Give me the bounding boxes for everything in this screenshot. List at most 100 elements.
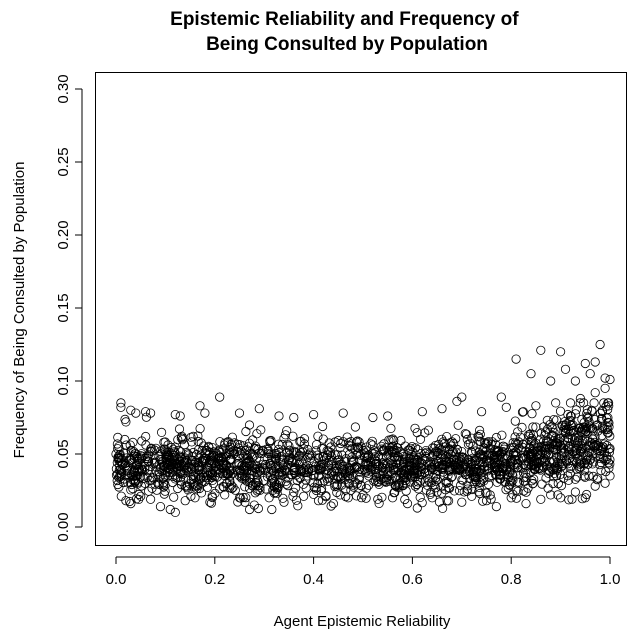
data-point xyxy=(335,443,345,453)
data-point xyxy=(299,439,309,449)
data-point xyxy=(335,459,345,469)
data-point xyxy=(580,435,590,445)
data-point xyxy=(486,494,496,504)
data-point xyxy=(519,476,529,486)
data-point xyxy=(602,424,613,435)
data-point xyxy=(336,438,346,449)
data-point xyxy=(583,413,593,423)
data-point xyxy=(239,474,249,484)
data-point xyxy=(575,398,585,408)
data-point xyxy=(541,473,551,483)
data-point xyxy=(511,493,522,503)
data-point xyxy=(468,472,478,482)
data-point xyxy=(265,437,275,447)
data-point xyxy=(457,392,467,402)
data-point xyxy=(401,486,411,496)
data-point xyxy=(404,460,414,471)
data-point xyxy=(162,447,172,457)
data-point xyxy=(272,479,282,490)
data-point xyxy=(274,411,284,421)
data-point xyxy=(347,452,357,462)
data-point xyxy=(497,447,507,457)
data-point xyxy=(288,446,299,456)
data-point xyxy=(363,452,373,462)
data-point xyxy=(182,448,192,458)
data-point xyxy=(243,442,253,452)
data-point xyxy=(170,507,180,518)
data-point xyxy=(585,369,595,379)
data-point xyxy=(112,439,123,449)
data-point xyxy=(489,450,499,461)
data-point xyxy=(200,476,210,487)
data-point xyxy=(592,474,602,485)
data-point xyxy=(412,503,422,513)
data-point xyxy=(431,476,441,486)
data-point xyxy=(597,406,608,417)
data-point xyxy=(376,475,386,485)
data-point xyxy=(154,452,164,462)
data-point xyxy=(225,471,235,481)
data-point xyxy=(347,443,357,453)
data-point xyxy=(258,475,269,486)
data-point xyxy=(187,437,197,447)
chart-title: Epistemic Reliability and Frequency of B… xyxy=(170,9,524,55)
data-point xyxy=(318,477,328,487)
data-point xyxy=(455,480,466,490)
data-point xyxy=(507,456,518,467)
data-point xyxy=(521,498,531,509)
data-point xyxy=(252,453,262,463)
data-point xyxy=(180,496,190,506)
data-point xyxy=(565,411,576,421)
data-point xyxy=(362,453,372,463)
data-point xyxy=(605,459,615,469)
data-point xyxy=(189,482,199,492)
data-point xyxy=(347,458,357,468)
data-point xyxy=(223,437,233,448)
data-point xyxy=(432,465,443,476)
data-point xyxy=(563,424,574,434)
y-tick-label: 0.30 xyxy=(55,74,72,103)
data-point xyxy=(555,493,566,503)
data-point xyxy=(125,496,135,507)
data-point xyxy=(440,442,450,452)
data-point xyxy=(287,470,297,480)
data-point xyxy=(121,471,131,481)
data-point xyxy=(116,456,126,466)
data-point xyxy=(452,457,462,467)
data-point xyxy=(427,451,437,462)
data-point xyxy=(415,434,426,444)
data-point xyxy=(412,469,422,479)
data-point xyxy=(454,486,465,496)
data-point xyxy=(126,446,136,456)
data-point xyxy=(558,458,568,468)
data-point xyxy=(452,396,462,406)
data-point xyxy=(221,451,231,462)
data-point xyxy=(361,493,371,503)
data-point xyxy=(216,462,226,473)
data-point xyxy=(293,501,303,511)
data-point xyxy=(348,456,359,466)
data-point xyxy=(132,451,142,462)
data-point xyxy=(295,473,305,483)
data-point xyxy=(279,433,289,443)
data-point xyxy=(321,491,331,501)
data-point xyxy=(560,425,570,435)
data-point xyxy=(195,423,205,434)
data-point xyxy=(551,398,561,408)
data-point xyxy=(557,420,567,430)
data-point xyxy=(356,480,366,490)
data-point xyxy=(116,398,126,408)
data-point xyxy=(131,408,141,418)
data-point xyxy=(223,468,233,479)
data-points xyxy=(111,339,615,518)
data-point xyxy=(311,483,321,493)
data-point xyxy=(509,454,520,465)
data-point xyxy=(380,464,390,474)
data-point xyxy=(466,447,477,457)
x-tick-label: 0.4 xyxy=(303,571,324,588)
data-point xyxy=(146,408,156,418)
data-point xyxy=(330,437,340,447)
data-point xyxy=(234,408,245,418)
data-point xyxy=(537,479,547,489)
data-point xyxy=(227,432,237,442)
